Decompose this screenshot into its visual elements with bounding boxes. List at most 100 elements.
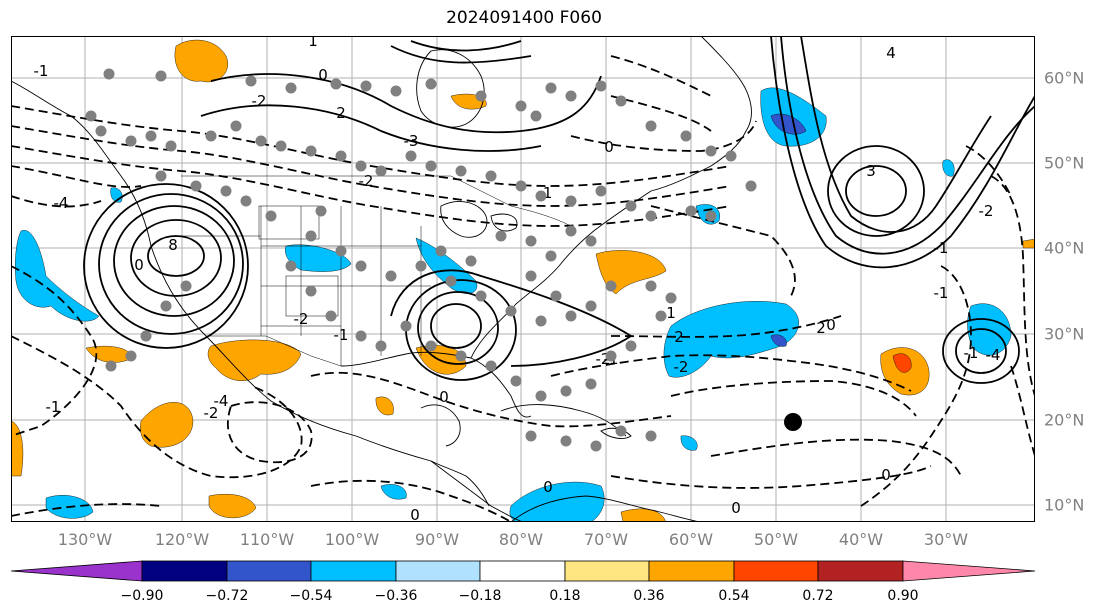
station-dot — [375, 340, 387, 352]
colorbar-tick-label: −0.90 — [120, 588, 164, 604]
station-dot — [455, 350, 467, 362]
station-dot — [585, 378, 597, 390]
contour-label: 0 — [604, 138, 614, 156]
shade-deepskyblue — [285, 244, 352, 272]
station-dot — [315, 205, 327, 217]
coastline-greatlakes — [440, 201, 518, 238]
shade-blue — [770, 113, 807, 135]
contour-label: -2 — [252, 92, 267, 110]
station-dot — [375, 165, 387, 177]
lon-tick-label: 90°W — [414, 530, 460, 549]
contour-dashed — [710, 438, 962, 477]
station-dot — [590, 440, 602, 452]
station-dot — [545, 82, 557, 94]
station-dot — [585, 300, 597, 312]
colorbar-tick-label: −0.36 — [374, 588, 418, 604]
positive-anomaly-shading — [11, 39, 1035, 522]
station-dot — [550, 290, 562, 302]
station-dot — [355, 160, 367, 172]
contour-closed — [430, 303, 482, 349]
colorbar-bin — [648, 560, 735, 582]
station-dot — [305, 145, 317, 157]
contour-label: 8 — [168, 236, 178, 254]
station-dot — [85, 110, 97, 122]
station-dot — [455, 165, 467, 177]
shade-deepskyblue — [942, 159, 955, 177]
contour-closed — [827, 145, 925, 237]
shade-orange — [375, 396, 394, 416]
station-dot — [125, 135, 137, 147]
station-dot — [360, 80, 372, 92]
contour-open — [390, 45, 532, 64]
colorbar-tick-label: −0.72 — [205, 588, 249, 604]
lat-tick-label: 40°N — [1044, 238, 1085, 258]
contour-dashed — [610, 55, 712, 97]
political-borders — [181, 175, 572, 367]
station-dot — [325, 310, 337, 322]
station-dot — [330, 78, 342, 90]
contour-dashed — [990, 175, 1035, 397]
contour-label: -4 — [54, 194, 69, 212]
station-dot — [125, 350, 137, 362]
border-state-box — [285, 275, 339, 317]
contour-label: 2 — [336, 104, 346, 122]
coastline-east-us — [470, 190, 652, 359]
coastline-north-america-west — [11, 80, 524, 522]
colorbar-tick-label: 0.72 — [802, 588, 834, 604]
coastline-central-america — [430, 460, 490, 507]
lat-tick-label: 30°N — [1044, 324, 1085, 344]
shade-orange — [620, 508, 667, 522]
contour-label: -1 — [934, 239, 949, 257]
station-dot — [535, 315, 547, 327]
station-dot — [545, 250, 557, 262]
contour-label: 1 — [308, 36, 318, 50]
station-dot — [645, 430, 657, 442]
station-dot — [560, 435, 572, 447]
contour-dashed — [965, 145, 1012, 197]
colorbar-tick-label: −0.54 — [289, 588, 333, 604]
contour-dashed — [860, 265, 972, 507]
border-state-box — [258, 205, 320, 240]
shade-orange — [140, 402, 194, 448]
contour-dashed — [11, 335, 303, 479]
contour-dashed — [670, 380, 917, 417]
station-dot — [535, 190, 547, 202]
station-dot — [305, 230, 317, 242]
contour-open — [410, 40, 522, 52]
colorbar-tick-label: 0.54 — [718, 588, 750, 604]
contour-label: -2 — [204, 404, 219, 422]
contour-dashed — [11, 145, 732, 227]
shade-deepskyblue — [663, 301, 799, 378]
lon-tick-label: 60°W — [668, 530, 714, 549]
coastline-hispaniola — [600, 427, 632, 439]
station-dot — [485, 170, 497, 182]
station-dot — [645, 280, 657, 292]
lat-tick-label: 20°N — [1044, 410, 1085, 430]
station-dot — [515, 180, 527, 192]
contour-label: -1 — [934, 284, 949, 302]
station-dot — [230, 120, 242, 132]
colorbar-bin — [226, 560, 312, 582]
contour-dashed — [11, 105, 732, 187]
contour-label: -1 — [964, 344, 979, 362]
station-dot — [475, 290, 487, 302]
station-dot — [595, 185, 607, 197]
station-dot — [560, 385, 572, 397]
contour-dashed — [550, 354, 912, 392]
station-dot — [725, 150, 737, 162]
contour-label: 2 — [674, 328, 684, 346]
station-dot — [390, 85, 402, 97]
negative-anomaly-shading — [15, 87, 1012, 522]
coastline-gulf — [340, 351, 532, 418]
station-dot — [140, 330, 152, 342]
station-dot — [245, 75, 257, 87]
storm-center-marker — [784, 413, 802, 431]
shade-orange — [174, 39, 228, 83]
contour-label: 4 — [886, 44, 896, 62]
station-dot — [655, 310, 667, 322]
contour-dashed — [650, 205, 796, 297]
station-dot — [465, 255, 477, 267]
shade-orange — [208, 494, 257, 519]
contour-label: 3 — [866, 162, 876, 180]
shade-deepskyblue — [680, 435, 698, 451]
